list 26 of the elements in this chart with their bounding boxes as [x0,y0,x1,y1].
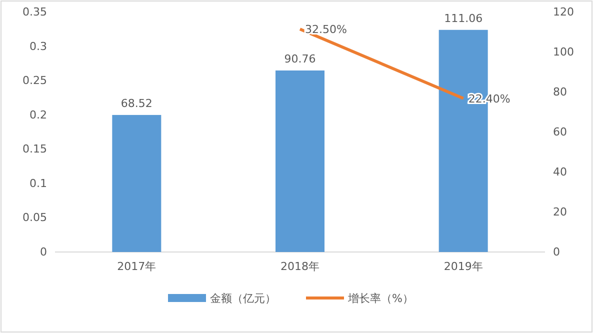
y2-tick-label: 100 [553,46,574,59]
y2-tick-label: 60 [553,126,567,139]
bar [112,114,162,252]
legend-label: 增长率（%） [347,292,414,305]
y-tick-label: 0.25 [22,74,47,88]
y2-tick-label: 120 [553,6,574,19]
y-tick-label: 0.1 [30,176,47,190]
data-label: 90.76 [284,52,316,66]
y-tick-label: 0.2 [30,108,47,122]
y2-tick-label: 20 [553,206,567,219]
x-tick-label: 2017年 [117,260,156,273]
y2-tick-label: 40 [553,166,567,179]
y-tick-label: 0.05 [22,211,47,224]
data-label: 32.50% [305,23,347,36]
y-tick-label: 0 [40,246,47,259]
y-tick-label: 0.35 [22,6,47,19]
data-label: 111.06 [444,12,483,25]
legend-label: 金额（亿元） [210,292,276,305]
bar [276,70,324,252]
y2-tick-label: 0 [553,246,560,259]
data-label: 68.52 [120,96,152,110]
y-tick-label: 0.15 [22,142,47,156]
x-tick-label: 2019年 [444,260,483,273]
x-tick-label: 2018年 [280,260,320,273]
y2-tick-label: 80 [553,86,567,99]
y-tick-label: 0.3 [30,40,47,53]
